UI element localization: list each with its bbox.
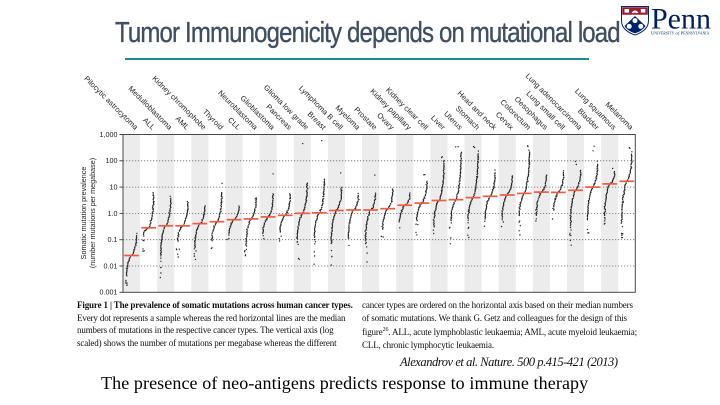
svg-text:10: 10: [110, 183, 118, 192]
svg-text:Pilocytic astrocytoma: Pilocytic astrocytoma: [82, 74, 140, 132]
svg-text:0.1: 0.1: [108, 235, 118, 244]
svg-text:1,000: 1,000: [100, 130, 118, 139]
svg-text:1.0: 1.0: [108, 209, 118, 218]
svg-text:0.001: 0.001: [100, 288, 118, 297]
svg-text:Somatic mutation prevalence: Somatic mutation prevalence: [79, 167, 88, 260]
svg-text:Penn: Penn: [651, 3, 711, 36]
svg-text:100: 100: [106, 156, 118, 165]
svg-text:(number mutations per megabase: (number mutations per megabase): [88, 158, 97, 268]
svg-text:UNIVERSITY of PENNSYLVANIA: UNIVERSITY of PENNSYLVANIA: [651, 31, 710, 36]
svg-text:0.01: 0.01: [104, 261, 118, 270]
